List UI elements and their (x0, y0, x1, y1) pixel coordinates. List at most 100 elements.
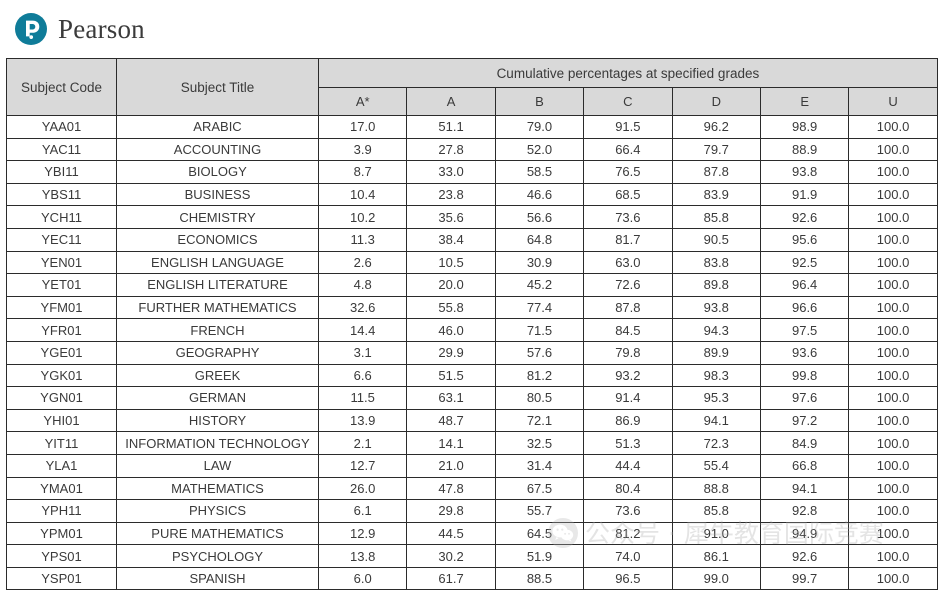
table-row: YEN01 ENGLISH LANGUAGE 2.6 10.5 30.9 63.0 83.8… (6, 250, 938, 275)
cell-subject-code: YSP01 (6, 566, 117, 590)
cell-grade-E: 93.6 (759, 340, 850, 365)
cell-grade-E: 91.9 (759, 182, 850, 207)
cell-grade-C: 93.2 (583, 363, 673, 388)
table-row: YPS01 PSYCHOLOGY 13.8 30.2 51.9 74.0 86.1 92.6 1… (6, 544, 938, 568)
table-row: YMA01 MATHEMATICS 26.0 47.8 67.5 80.4 88.8 94.1… (6, 476, 938, 501)
cell-grade-E: 97.6 (759, 386, 850, 410)
cell-grade-B: 64.5 (494, 521, 585, 546)
cell-grade-A: 63.1 (406, 386, 496, 410)
table-row: YIT11 INFORMATION TECHNOLOGY 2.1 14.1 32.5 51… (6, 431, 938, 455)
cell-grade-B: 79.0 (494, 115, 585, 139)
cell-grade-U: 100.0 (848, 250, 938, 275)
cell-grade-A*: 6.6 (317, 363, 408, 388)
cell-grade-C: 80.4 (583, 476, 673, 501)
cell-subject-code: YPM01 (6, 521, 117, 546)
cell-grade-B: 88.5 (494, 566, 585, 590)
cell-grade-C: 51.3 (583, 431, 673, 455)
table-row: YFM01 FURTHER MATHEMATICS 32.6 55.8 77.4 87.8… (6, 295, 938, 320)
cell-grade-D: 91.0 (671, 521, 761, 546)
table-row: YEC11 ECONOMICS 11.3 38.4 64.8 81.7 90.5 95.6 10… (6, 227, 938, 252)
cumulative-grades-table: Subject Code Subject Title Cumulative pe… (6, 58, 938, 590)
cell-grade-C: 76.5 (583, 160, 673, 184)
cell-grade-U: 100.0 (848, 544, 938, 568)
header-row-top: Subject Code Subject Title Cumulative pe… (6, 58, 938, 116)
cell-subject-code: YAA01 (6, 115, 117, 139)
cell-subject-title: LAW (116, 453, 319, 478)
cell-grade-D: 94.1 (671, 408, 761, 433)
cell-grade-A*: 2.6 (317, 250, 408, 275)
table-row: YAA01 ARABIC 17.0 51.1 79.0 91.5 96.2 98.9 100.0 (6, 115, 938, 139)
cell-subject-title: ENGLISH LITERATURE (116, 273, 319, 297)
cell-grade-E: 92.6 (759, 544, 850, 568)
cell-grade-B: 46.6 (494, 182, 585, 207)
cell-subject-code: YGE01 (6, 340, 117, 365)
cell-grade-U: 100.0 (848, 205, 938, 229)
cell-grade-D: 96.2 (671, 115, 761, 139)
cell-grade-D: 89.9 (671, 340, 761, 365)
cell-grade-A: 27.8 (406, 137, 496, 162)
cell-subject-title: ECONOMICS (116, 227, 319, 252)
cell-subject-code: YBS11 (6, 182, 117, 207)
cell-grade-U: 100.0 (848, 521, 938, 546)
cell-subject-title: PHYSICS (116, 499, 319, 523)
cell-grade-E: 84.9 (759, 431, 850, 455)
cell-subject-code: YFR01 (6, 318, 117, 342)
cell-grade-C: 72.6 (583, 273, 673, 297)
table-header: Subject Code Subject Title Cumulative pe… (6, 58, 938, 116)
cell-grade-C: 79.8 (583, 340, 673, 365)
cell-subject-code: YIT11 (6, 431, 117, 455)
cell-subject-title: MATHEMATICS (116, 476, 319, 501)
cell-grade-U: 100.0 (848, 318, 938, 342)
cell-grade-C: 74.0 (583, 544, 673, 568)
cell-subject-title: FURTHER MATHEMATICS (116, 295, 319, 320)
table-row: YBS11 BUSINESS 10.4 23.8 46.6 68.5 83.9 91.9 100… (6, 182, 938, 207)
cell-subject-code: YEC11 (6, 227, 117, 252)
cell-subject-code: YGK01 (6, 363, 117, 388)
cell-subject-title: BUSINESS (116, 182, 319, 207)
cell-grade-C: 81.7 (583, 227, 673, 252)
cell-subject-title: PURE MATHEMATICS (116, 521, 319, 546)
cell-grade-D: 83.9 (671, 182, 761, 207)
cell-subject-code: YPS01 (6, 544, 117, 568)
cell-grade-A*: 2.1 (317, 431, 408, 455)
cell-grade-E: 97.5 (759, 318, 850, 342)
cell-grade-D: 93.8 (671, 295, 761, 320)
cell-grade-A: 61.7 (406, 566, 496, 590)
cell-subject-title: GREEK (116, 363, 319, 388)
cell-subject-code: YBI11 (6, 160, 117, 184)
cell-grade-A*: 11.3 (317, 227, 408, 252)
cell-grade-A*: 6.0 (317, 566, 408, 590)
cell-grade-A*: 26.0 (317, 476, 408, 501)
cell-grade-A*: 17.0 (317, 115, 408, 139)
cell-grade-A*: 13.9 (317, 408, 408, 433)
cell-grade-A: 14.1 (406, 431, 496, 455)
cell-grade-D: 86.1 (671, 544, 761, 568)
cell-grade-U: 100.0 (848, 340, 938, 365)
cell-grade-A: 46.0 (406, 318, 496, 342)
cell-grade-E: 99.8 (759, 363, 850, 388)
table-row: YBI11 BIOLOGY 8.7 33.0 58.5 76.5 87.8 93.8 100.0 (6, 160, 938, 184)
table-row: YCH11 CHEMISTRY 10.2 35.6 56.6 73.6 85.8 92.6 10… (6, 205, 938, 229)
cell-grade-B: 32.5 (494, 431, 585, 455)
cell-grade-D: 98.3 (671, 363, 761, 388)
column-group-header-cumulative-percentages: Cumulative percentages at specified grad… (318, 58, 938, 88)
cell-grade-E: 96.4 (759, 273, 850, 297)
cell-grade-U: 100.0 (848, 476, 938, 501)
cell-grade-B: 51.9 (494, 544, 585, 568)
cell-subject-code: YMA01 (6, 476, 117, 501)
cell-grade-U: 100.0 (848, 227, 938, 252)
cell-grade-U: 100.0 (848, 115, 938, 139)
cell-grade-D: 88.8 (671, 476, 761, 501)
table-row: YHI01 HISTORY 13.9 48.7 72.1 86.9 94.1 97.2 100.… (6, 408, 938, 433)
cell-subject-title: BIOLOGY (116, 160, 319, 184)
cell-grade-E: 99.7 (759, 566, 850, 590)
cell-grade-A: 33.0 (406, 160, 496, 184)
cell-grade-A*: 3.1 (317, 340, 408, 365)
cell-grade-B: 55.7 (494, 499, 585, 523)
cell-grade-U: 100.0 (848, 566, 938, 590)
cell-grade-C: 63.0 (583, 250, 673, 275)
table-row: YAC11 ACCOUNTING 3.9 27.8 52.0 66.4 79.7 88.9 10… (6, 137, 938, 162)
cell-subject-code: YEN01 (6, 250, 117, 275)
cell-grade-C: 68.5 (583, 182, 673, 207)
cell-subject-title: INFORMATION TECHNOLOGY (116, 431, 319, 455)
